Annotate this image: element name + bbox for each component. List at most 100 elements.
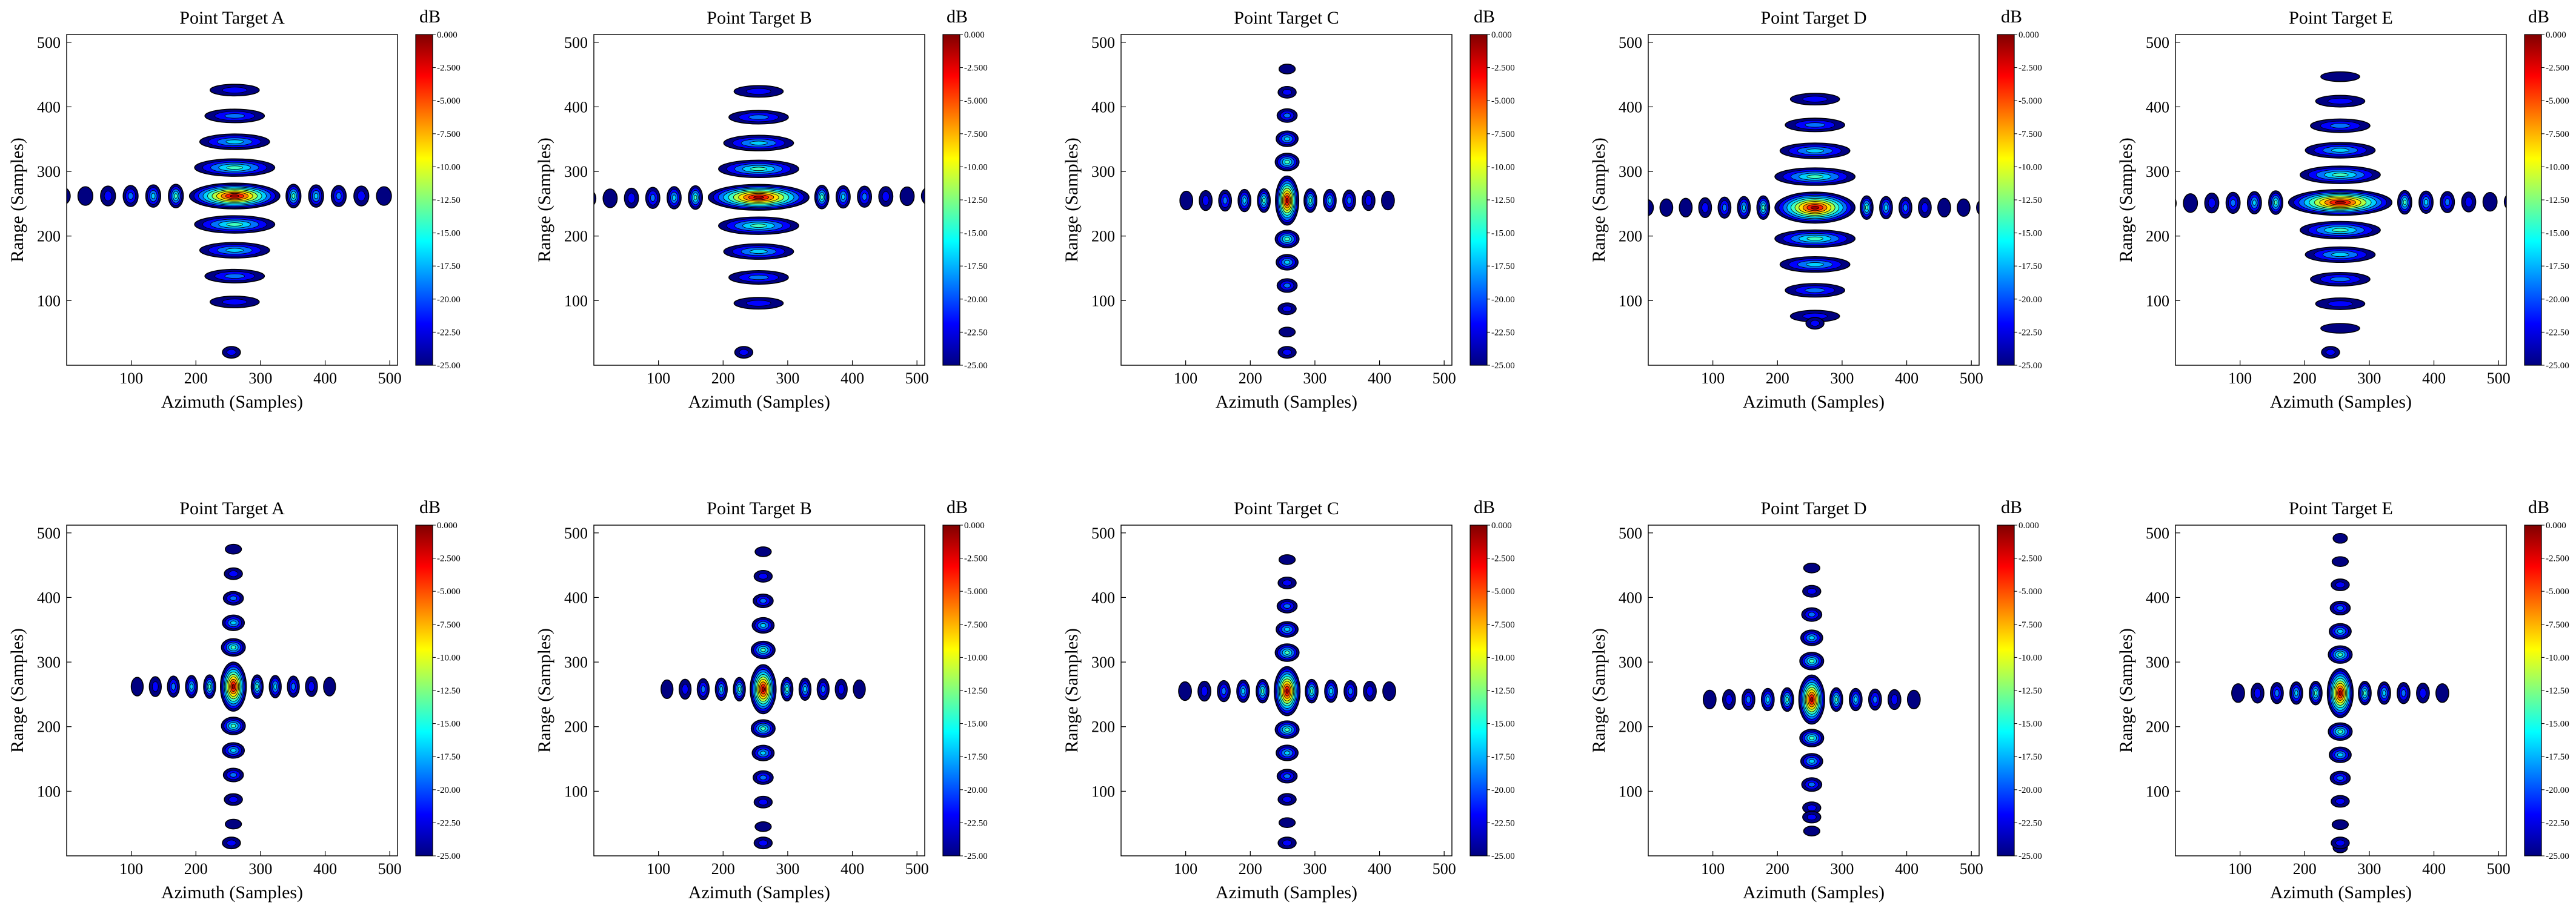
- x-tick-label: 100: [1174, 369, 1197, 387]
- colorbar-unit-label: dB: [947, 497, 968, 517]
- azimuth-sidelobe: [2225, 191, 2241, 214]
- y-tick-label: 400: [1619, 589, 1642, 606]
- colorbar-tick-label: -25.00: [2546, 852, 2569, 861]
- x-tick-label: 500: [905, 860, 929, 878]
- range-sidelobe: [225, 543, 242, 555]
- colorbar: [2524, 525, 2542, 856]
- colorbar-tick-label: -2.500: [1491, 64, 1515, 73]
- range-sidelobe: [2329, 746, 2352, 763]
- colorbar-tick-label: -20.00: [437, 786, 461, 795]
- range-sidelobe: [222, 591, 244, 606]
- contour-layer: [1648, 93, 1979, 330]
- y-tick-label: 500: [1091, 525, 1115, 542]
- colorbar-tick-label: -12.50: [1491, 686, 1515, 696]
- colorbar-tick-label: 0.000: [964, 521, 985, 531]
- y-tick-label: 200: [1619, 718, 1642, 736]
- colorbar-unit-label: dB: [2001, 497, 2022, 517]
- azimuth-sidelobe: [1679, 197, 1693, 217]
- x-tick-label: 300: [248, 369, 272, 387]
- azimuth-sidelobe: [798, 677, 812, 701]
- colorbar-tick-label: -20.00: [964, 295, 988, 305]
- range-sidelobe: [1803, 826, 1820, 836]
- y-tick-label: 200: [1091, 228, 1115, 245]
- range-sidelobe: [723, 134, 794, 151]
- panel-title: Point Target D: [1760, 8, 1866, 28]
- y-tick-label: 100: [2146, 292, 2169, 310]
- azimuth-sidelobe: [2440, 191, 2455, 213]
- range-sidelobe: [2331, 578, 2350, 591]
- azimuth-sidelobe: [1887, 689, 1902, 710]
- y-tick-label: 400: [2146, 589, 2169, 606]
- colorbar-tick-label: -20.00: [2019, 786, 2042, 795]
- range-sidelobe: [1277, 793, 1297, 806]
- colorbar-tick-label: -7.500: [2019, 620, 2042, 630]
- range-sidelobe: [2310, 271, 2371, 286]
- range-sidelobe: [753, 795, 773, 809]
- azimuth-sidelobe: [1848, 687, 1863, 712]
- y-tick-label: 300: [2146, 163, 2169, 180]
- colorbar-tick-label: -25.00: [2019, 852, 2042, 861]
- colorbar-tick-label: -10.00: [964, 162, 988, 172]
- colorbar-tick-label: -17.50: [2546, 262, 2569, 271]
- azimuth-sidelobe: [1698, 197, 1712, 218]
- range-sidelobe: [1278, 326, 1296, 337]
- contour-layer: [130, 543, 336, 850]
- main-lobe-peak: [188, 182, 281, 210]
- colorbar: [1997, 525, 2015, 856]
- range-sidelobe: [2310, 118, 2371, 133]
- azimuth-sidelobe: [780, 677, 794, 702]
- colorbar-tick-label: -12.50: [437, 686, 461, 696]
- colorbar-tick-label: -20.00: [1491, 295, 1515, 305]
- azimuth-sidelobe: [2397, 682, 2411, 704]
- contour-layer: [594, 85, 925, 359]
- colorbar: [942, 525, 960, 856]
- colorbar-tick-label: -15.00: [437, 229, 461, 239]
- colorbar: [1997, 34, 2015, 366]
- range-sidelobe: [753, 770, 774, 785]
- x-axis-label: Azimuth (Samples): [1216, 392, 1357, 412]
- colorbar-tick-label: -17.50: [2019, 752, 2042, 762]
- azimuth-sidelobe: [100, 185, 116, 207]
- colorbar-tick-label: -7.500: [2546, 130, 2569, 139]
- x-tick-label: 300: [248, 860, 272, 878]
- range-sidelobe: [753, 593, 774, 608]
- colorbar-unit-label: dB: [1474, 497, 1495, 517]
- y-tick-label: 400: [564, 98, 588, 116]
- panel-title: Point Target E: [2289, 498, 2393, 518]
- x-tick-label: 300: [2357, 369, 2381, 387]
- azimuth-sidelobe: [733, 677, 746, 702]
- range-sidelobe: [2305, 246, 2376, 263]
- y-tick-label: 200: [37, 228, 61, 245]
- y-axis-label: Range (Samples): [1062, 628, 1082, 753]
- colorbar-tick-label: -5.000: [437, 587, 461, 597]
- panel-6: 100 200 300 400 500 100 200 300 400 500 Point Targ…: [7, 497, 461, 902]
- range-sidelobe: [2329, 770, 2351, 786]
- x-tick-label: 200: [1239, 860, 1262, 878]
- azimuth-sidelobe: [168, 184, 184, 208]
- panel-8: 100 200 300 400 500 100 200 300 400 500 Point Targ…: [1062, 497, 1515, 902]
- isolated-blob: [2331, 836, 2350, 850]
- x-tick-label: 100: [2228, 369, 2252, 387]
- azimuth-sidelobe: [1659, 198, 1674, 217]
- range-sidelobe: [1274, 153, 1300, 171]
- range-sidelobe: [1278, 817, 1296, 828]
- isolated-blob: [1277, 346, 1297, 359]
- azimuth-sidelobe: [2377, 681, 2391, 705]
- azimuth-sidelobe: [250, 674, 264, 699]
- range-sidelobe: [1276, 278, 1298, 293]
- y-tick-label: 400: [564, 589, 588, 606]
- x-tick-label: 300: [1830, 369, 1854, 387]
- colorbar-tick-label: -10.00: [964, 653, 988, 663]
- range-sidelobe: [1276, 598, 1298, 614]
- x-tick-label: 100: [1701, 369, 1725, 387]
- azimuth-sidelobe: [167, 675, 180, 698]
- y-tick-label: 500: [2146, 525, 2169, 542]
- azimuth-sidelobe: [305, 676, 318, 697]
- x-axis-label: Azimuth (Samples): [161, 392, 303, 412]
- y-tick-label: 100: [2146, 783, 2169, 800]
- azimuth-sidelobe: [2461, 191, 2477, 213]
- isolated-blob: [1802, 810, 1822, 824]
- azimuth-sidelobe: [1303, 188, 1317, 213]
- contour-layer: [1179, 64, 1395, 359]
